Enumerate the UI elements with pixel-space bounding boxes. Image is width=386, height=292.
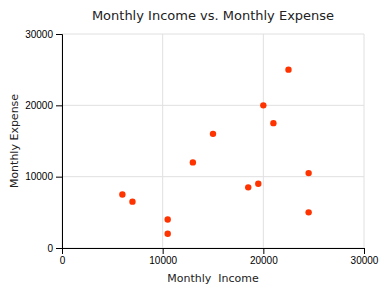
tick-mark xyxy=(56,34,62,35)
y-axis: 0 10000 20000 30000 xyxy=(25,29,62,254)
axis-line xyxy=(63,249,365,255)
tick-mark xyxy=(364,248,365,254)
point xyxy=(165,231,171,237)
point xyxy=(245,184,251,190)
x-axis-title: Monthly Income xyxy=(167,272,259,285)
tick-label: 20000 xyxy=(25,100,53,111)
point xyxy=(305,209,311,215)
points xyxy=(119,66,312,236)
x-axis: 0 10000 20000 30000 xyxy=(60,248,379,266)
grid-line xyxy=(162,34,163,248)
point xyxy=(119,191,125,197)
grid-line xyxy=(62,34,364,35)
tick: 0 xyxy=(60,248,66,266)
grid-line xyxy=(62,176,364,177)
tick-mark xyxy=(56,248,62,249)
grid-line xyxy=(364,34,365,248)
y-axis-title: Monthly Expense xyxy=(8,94,21,188)
tick-mark xyxy=(163,248,164,254)
tick: 10000 xyxy=(149,248,177,266)
title: Monthly Income vs. Monthly Expense xyxy=(92,8,334,23)
grid xyxy=(62,34,364,248)
point xyxy=(270,120,276,126)
point xyxy=(255,181,261,187)
tick-label: 20000 xyxy=(250,255,278,266)
point xyxy=(260,102,266,108)
tick: 10000 xyxy=(25,171,62,182)
tick: 20000 xyxy=(250,248,278,266)
tick-label: 30000 xyxy=(351,255,379,266)
tick-label: 0 xyxy=(60,255,66,266)
tick-mark xyxy=(56,105,62,106)
point xyxy=(190,159,196,165)
point xyxy=(305,170,311,176)
tick: 20000 xyxy=(25,100,62,111)
point xyxy=(165,216,171,222)
grid-line xyxy=(62,105,364,106)
tick: 30000 xyxy=(351,248,379,266)
tick: 0 xyxy=(47,243,62,254)
tick-mark xyxy=(56,177,62,178)
point xyxy=(129,198,135,204)
tick-label: 10000 xyxy=(149,255,177,266)
point xyxy=(210,131,216,137)
axis-line xyxy=(56,35,63,249)
tick-label: 0 xyxy=(47,243,53,254)
grid-line xyxy=(263,34,264,248)
plot: 0 10000 20000 30000 0 10000 20000 30000 xyxy=(25,29,379,266)
tick-mark xyxy=(263,248,264,254)
tick-label: 30000 xyxy=(25,29,53,40)
tick-label: 10000 xyxy=(25,171,53,182)
tick: 30000 xyxy=(25,29,62,40)
chart: 0 10000 20000 30000 0 10000 20000 30000 Monthly … xyxy=(0,0,386,292)
point xyxy=(285,66,291,72)
